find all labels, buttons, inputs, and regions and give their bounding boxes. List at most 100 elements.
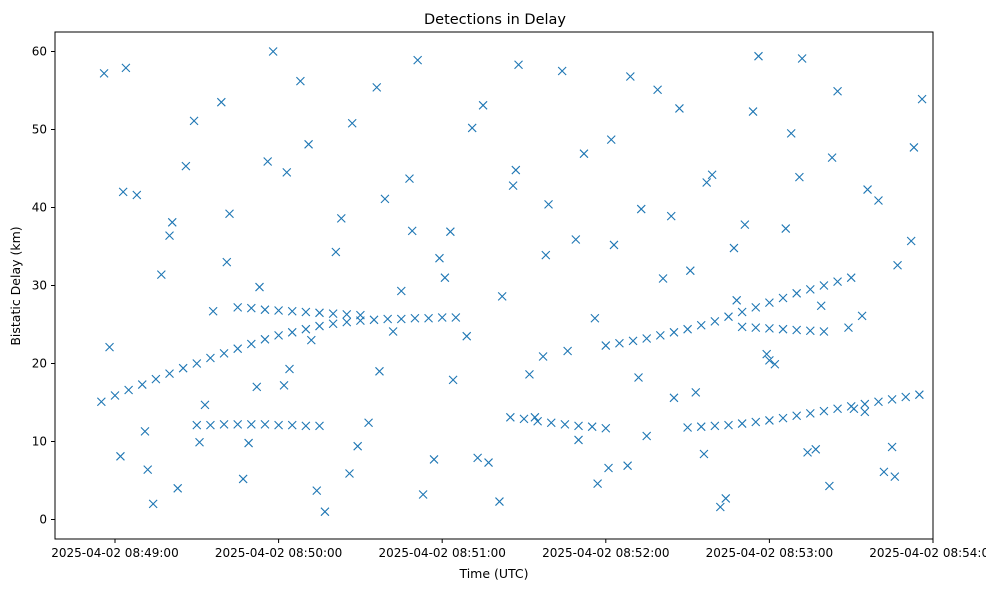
data-point-track-2 [819, 281, 829, 290]
data-point-clutter [754, 51, 763, 61]
data-point-clutter [312, 486, 322, 496]
data-point-track-1 [369, 315, 379, 325]
data-point-clutter [473, 453, 483, 463]
data-point-clutter [405, 174, 414, 184]
data-point-track-1 [206, 353, 215, 363]
data-point-clutter [906, 236, 916, 246]
data-point-clutter [467, 123, 477, 133]
data-point-clutter [525, 370, 534, 379]
data-point-clutter [296, 76, 305, 86]
data-point-clutter [909, 143, 919, 152]
data-point-clutter [282, 168, 292, 177]
data-point-track-3 [765, 416, 774, 425]
data-point-clutter [874, 196, 883, 205]
data-point-clutter [557, 66, 567, 76]
x-tick-label: 2025-04-02 08:53:00 [706, 546, 833, 560]
data-point-clutter [653, 85, 662, 95]
data-point-track-2 [792, 288, 802, 298]
data-point-track-2 [642, 334, 652, 343]
data-point-track-5 [301, 307, 311, 317]
data-point-clutter [132, 190, 142, 200]
data-point-track-1 [410, 313, 420, 323]
data-point-track-6 [192, 420, 202, 430]
data-point-track-2 [655, 331, 665, 340]
y-tick-label: 20 [32, 357, 47, 371]
data-point-track-2 [751, 302, 761, 312]
data-point-clutter [304, 139, 313, 149]
data-point-clutter [195, 437, 204, 447]
data-point-clutter [372, 82, 382, 92]
data-point-clutter [222, 257, 232, 267]
data-point-track-3 [710, 421, 720, 431]
data-point-clutter [462, 331, 472, 341]
data-point-clutter [732, 295, 742, 305]
data-point-clutter [320, 507, 330, 517]
data-point-clutter [173, 483, 183, 493]
data-point-clutter [729, 243, 739, 253]
data-point-clutter [345, 469, 354, 478]
data-point-clutter [849, 404, 859, 414]
y-axis-ticks: 0 10 20 30 40 50 60 [32, 45, 55, 527]
y-tick-label: 10 [32, 435, 47, 449]
data-point-track-2 [737, 307, 747, 317]
data-point-track-2 [765, 298, 774, 308]
data-point-clutter [642, 431, 652, 441]
data-point-clutter [795, 172, 804, 182]
data-point-track-1 [383, 314, 393, 324]
data-point-clutter [285, 364, 294, 374]
data-point-track-4 [601, 423, 611, 433]
data-point-clutter [844, 323, 853, 333]
data-point-clutter [669, 393, 679, 403]
data-point-track-7 [805, 326, 815, 336]
data-point-track-5 [315, 308, 324, 318]
data-point-clutter [347, 118, 357, 128]
data-point-track-1 [246, 339, 256, 349]
data-point-track-1 [110, 391, 120, 400]
data-point-track-6 [233, 419, 243, 429]
data-point-track-2 [710, 316, 720, 326]
data-point-clutter [715, 502, 725, 512]
data-point-clutter [140, 426, 150, 436]
data-point-track-2 [724, 312, 733, 322]
data-point-clutter [544, 199, 553, 209]
data-point-track-3 [874, 397, 883, 407]
data-point-clutter [189, 116, 199, 126]
data-point-clutter [364, 418, 373, 428]
data-point-clutter [538, 352, 548, 361]
data-point-track-2 [696, 320, 706, 330]
x-tick-label: 2025-04-02 08:54:00 [869, 546, 986, 560]
data-point-clutter [448, 375, 458, 385]
data-point-track-1 [219, 348, 229, 358]
data-point-clutter [105, 342, 114, 352]
data-point-clutter [508, 181, 518, 191]
data-point-track-1 [437, 313, 447, 322]
data-point-clutter [238, 474, 248, 484]
data-point-clutter [514, 60, 523, 70]
data-point-track-5 [246, 303, 256, 313]
data-point-clutter [252, 382, 262, 392]
data-point-clutter [429, 455, 439, 464]
data-point-clutter [699, 449, 709, 459]
data-point-clutter [765, 355, 774, 365]
x-tick-label: 2025-04-02 08:52:00 [542, 546, 669, 560]
data-point-clutter [336, 214, 346, 223]
x-tick-label: 2025-04-02 08:51:00 [378, 546, 505, 560]
data-point-track-4 [533, 416, 543, 426]
data-point-clutter [380, 194, 390, 204]
data-point-clutter [331, 247, 341, 257]
data-point-track-5 [287, 306, 297, 316]
y-axis-label: Bistatic Delay (km) [8, 226, 23, 345]
data-point-track-7 [819, 327, 829, 336]
data-point-track-3 [805, 409, 815, 418]
data-point-clutter [413, 55, 423, 65]
data-point-track-1 [124, 385, 134, 395]
data-point-clutter [863, 185, 872, 194]
data-point-clutter [625, 72, 635, 81]
data-point-clutter [740, 220, 750, 230]
y-tick-label: 30 [32, 279, 47, 293]
data-point-track-3 [751, 417, 761, 427]
data-point-track-6 [274, 420, 283, 430]
data-point-clutter [484, 458, 493, 467]
data-point-clutter [497, 292, 507, 301]
